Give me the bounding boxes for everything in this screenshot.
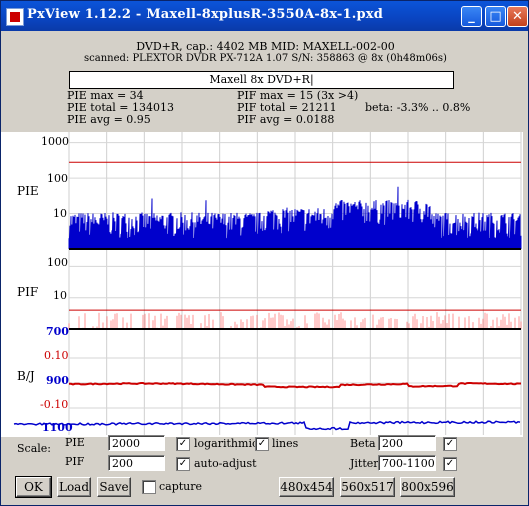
- beta-scale-label: Beta: [350, 437, 376, 450]
- pie-avg: PIE avg = 0.95: [67, 113, 151, 126]
- close-button[interactable]: ✕: [507, 6, 528, 27]
- size-560x517-button[interactable]: 560x517: [340, 477, 395, 497]
- scan-info: scanned: PLEXTOR DVDR PX-712A 1.07 S/N: …: [84, 53, 447, 64]
- pif-tick-10: 10: [53, 289, 67, 302]
- pie-tick-100: 100: [47, 172, 68, 185]
- pif-axis-label: PIF: [17, 285, 39, 299]
- window-title: PxView 1.12.2 - Maxell-8xplusR-3550A-8x-…: [27, 7, 384, 22]
- jitter-series: [13, 420, 521, 431]
- jitter-tick-1100: 1100: [42, 421, 73, 434]
- pif-scale-input[interactable]: 200: [108, 455, 165, 471]
- scan-chart: [13, 132, 522, 435]
- jitter-tick-900: 900: [46, 374, 69, 387]
- size-480x454-button[interactable]: 480x454: [279, 477, 334, 497]
- app-icon: [6, 8, 24, 26]
- pif-max: PIF max = 15 (3x >4): [237, 89, 359, 102]
- pie-scale-input[interactable]: 2000: [108, 435, 165, 451]
- beta-series: [69, 382, 521, 389]
- pif-total: PIF total = 21211: [237, 101, 337, 114]
- disc-info: DVD+R, cap.: 4402 MB MID: MAXELL-002-00: [136, 40, 395, 53]
- pie-scale-label: PIE: [65, 436, 85, 449]
- auto-adjust-checkbox[interactable]: ✓: [176, 457, 190, 471]
- maximize-button[interactable]: □: [485, 6, 506, 27]
- beta-checkbox[interactable]: ✓: [443, 437, 457, 451]
- pif-avg: PIF avg = 0.0188: [237, 113, 335, 126]
- pie-tick-1000: 1000: [41, 135, 69, 148]
- beta-range: beta: -3.3% .. 0.8%: [365, 101, 471, 114]
- jitter-checkbox[interactable]: ✓: [443, 457, 457, 471]
- lines-label: lines: [272, 437, 299, 450]
- plot-area: 1000 100 10 PIE 100 10 PIF 700 0.10 B/J …: [1, 132, 523, 437]
- beta-tick-minus-010: -0.10: [40, 398, 69, 411]
- capture-label: capture: [159, 480, 203, 493]
- beta-scale-input[interactable]: 200: [378, 435, 436, 451]
- scale-label: Scale:: [17, 442, 51, 455]
- pie-tick-10: 10: [53, 207, 67, 220]
- capture-checkbox[interactable]: [142, 480, 156, 494]
- beta-tick-010: 0.10: [44, 349, 69, 362]
- pie-series: [68, 186, 522, 250]
- size-800x596-button[interactable]: 800x596: [400, 477, 455, 497]
- auto-adjust-label: auto-adjust: [194, 457, 257, 470]
- save-button[interactable]: Save: [97, 477, 131, 497]
- jitter-scale-input[interactable]: 700-1100: [378, 455, 436, 471]
- pie-max: PIE max = 34: [67, 89, 144, 102]
- pif-tick-100: 100: [47, 256, 68, 269]
- jitter-scale-label: Jitter: [350, 457, 379, 470]
- title-bar[interactable]: PxView 1.12.2 - Maxell-8xplusR-3550A-8x-…: [1, 1, 528, 31]
- pie-axis-label: PIE: [17, 184, 39, 198]
- load-button[interactable]: Load: [57, 477, 91, 497]
- pie-total: PIE total = 134013: [67, 101, 175, 114]
- minimize-button[interactable]: _: [461, 6, 482, 27]
- logarithmic-label: logarithmic: [194, 437, 259, 450]
- ok-button[interactable]: OK: [15, 476, 52, 498]
- media-label-field[interactable]: Maxell 8x DVD+R|: [69, 71, 454, 89]
- bj-axis-label: B/J: [17, 369, 35, 383]
- lines-checkbox[interactable]: ✓: [255, 437, 269, 451]
- pif-series: [68, 312, 522, 329]
- pif-scale-label: PIF: [65, 455, 85, 468]
- logarithmic-checkbox[interactable]: ✓: [176, 437, 190, 451]
- jitter-tick-700: 700: [46, 325, 69, 338]
